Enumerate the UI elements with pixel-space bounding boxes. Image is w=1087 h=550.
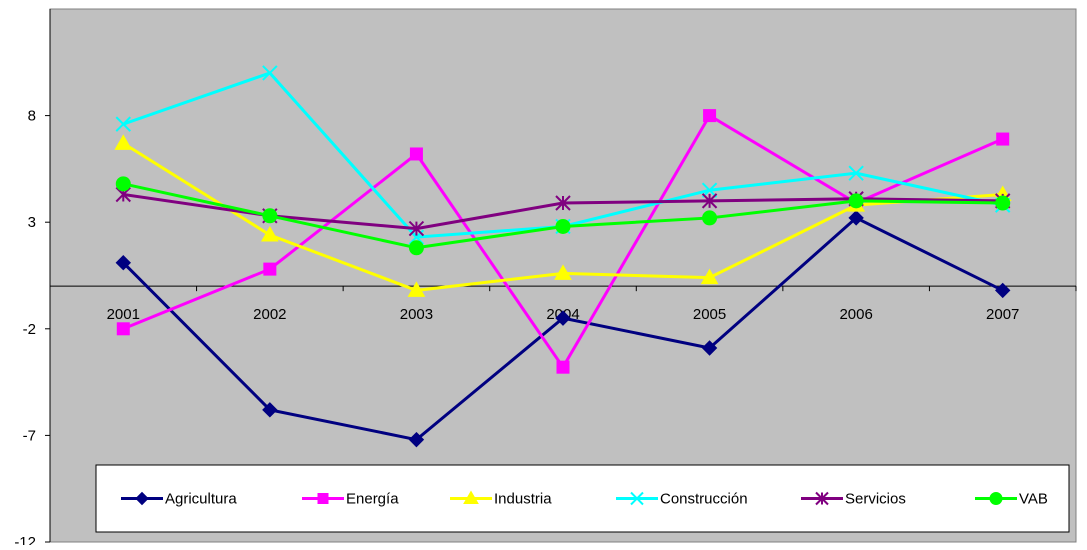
- legend-marker-agricultura: [135, 491, 149, 506]
- x-tick-label: 2007: [986, 306, 1019, 323]
- legend-item-construccion: Construcción: [616, 491, 748, 508]
- data-point-construccion-stroke: [115, 116, 131, 132]
- x-tick-label: 2002: [253, 306, 286, 323]
- legend: Agricultura Energía Industria Construcción S…: [95, 464, 1070, 533]
- data-point-vab: [848, 193, 864, 209]
- series-layer: [114, 65, 1012, 448]
- data-point-industria: [407, 281, 426, 297]
- data-point-energia: [703, 109, 717, 123]
- data-point-vab: [555, 218, 571, 234]
- y-tick-label: 3: [28, 214, 36, 231]
- data-point-construccion-stroke: [262, 65, 278, 81]
- x-tick-label: 2006: [839, 306, 872, 323]
- legend-marker-construccion-stroke: [630, 491, 644, 506]
- series-vab: [115, 176, 1011, 256]
- legend-marker-industria: [463, 490, 479, 504]
- data-point-agricultura: [555, 310, 571, 326]
- x-tick-label: 2001: [107, 306, 140, 323]
- y-axis: 8 3 -2 -7 -12: [14, 9, 51, 550]
- legend-item-servicios: Servicios: [801, 491, 906, 508]
- y-tick-label: -12: [14, 534, 36, 545]
- data-point-industria: [554, 264, 572, 280]
- legend-marker-servicios: [815, 491, 829, 506]
- data-point-agricultura: [848, 210, 864, 226]
- legend-label-servicios: Servicios: [845, 491, 906, 508]
- data-point-construccion: [115, 116, 131, 132]
- data-point-agricultura: [995, 282, 1011, 299]
- legend-item-vab: VAB: [975, 491, 1048, 508]
- x-tick-label: 2005: [693, 306, 726, 323]
- data-point-energia: [556, 360, 570, 374]
- data-point-energia: [996, 132, 1010, 146]
- data-point-vab: [262, 208, 278, 224]
- legend-label-construccion: Construcción: [660, 491, 748, 508]
- data-point-vab: [995, 195, 1011, 211]
- legend-marker-construccion: [630, 491, 644, 506]
- legend-item-industria: Industria: [450, 491, 552, 508]
- data-point-vab: [408, 240, 424, 256]
- data-point-agricultura: [262, 402, 278, 418]
- data-point-industria: [114, 134, 133, 150]
- data-point-agricultura: [408, 431, 425, 448]
- data-point-servicios: [408, 220, 425, 237]
- legend-label-agricultura: Agricultura: [165, 491, 237, 508]
- data-point-agricultura: [115, 255, 131, 271]
- legend-item-energia: Energía: [302, 491, 399, 508]
- data-point-servicios: [701, 193, 718, 209]
- legend-marker-energia: [317, 493, 329, 504]
- legend-label-industria: Industria: [494, 491, 552, 508]
- data-point-vab: [702, 210, 718, 226]
- x-tick-label: 2003: [400, 306, 433, 323]
- legend-item-agricultura: Agricultura: [121, 491, 237, 508]
- data-point-vab: [115, 176, 131, 192]
- y-tick-label: -7: [23, 427, 36, 444]
- data-point-industria: [700, 268, 719, 285]
- legend-box: [95, 464, 1070, 533]
- legend-marker-vab: [989, 492, 1003, 505]
- data-point-construccion-stroke: [848, 165, 864, 181]
- legend-label-vab: VAB: [1019, 491, 1048, 508]
- data-point-agricultura: [701, 340, 718, 356]
- y-tick-label: -2: [23, 321, 36, 338]
- data-point-construccion: [262, 65, 278, 81]
- legend-label-energia: Energía: [346, 491, 399, 508]
- data-point-servicios: [555, 195, 571, 211]
- series-agricultura: [115, 210, 1011, 448]
- data-point-energia: [263, 262, 277, 276]
- data-point-construccion: [848, 165, 864, 181]
- y-tick-label: 8: [28, 108, 36, 125]
- data-point-energia: [116, 322, 130, 336]
- data-point-industria: [260, 225, 279, 242]
- data-point-energia: [409, 147, 423, 161]
